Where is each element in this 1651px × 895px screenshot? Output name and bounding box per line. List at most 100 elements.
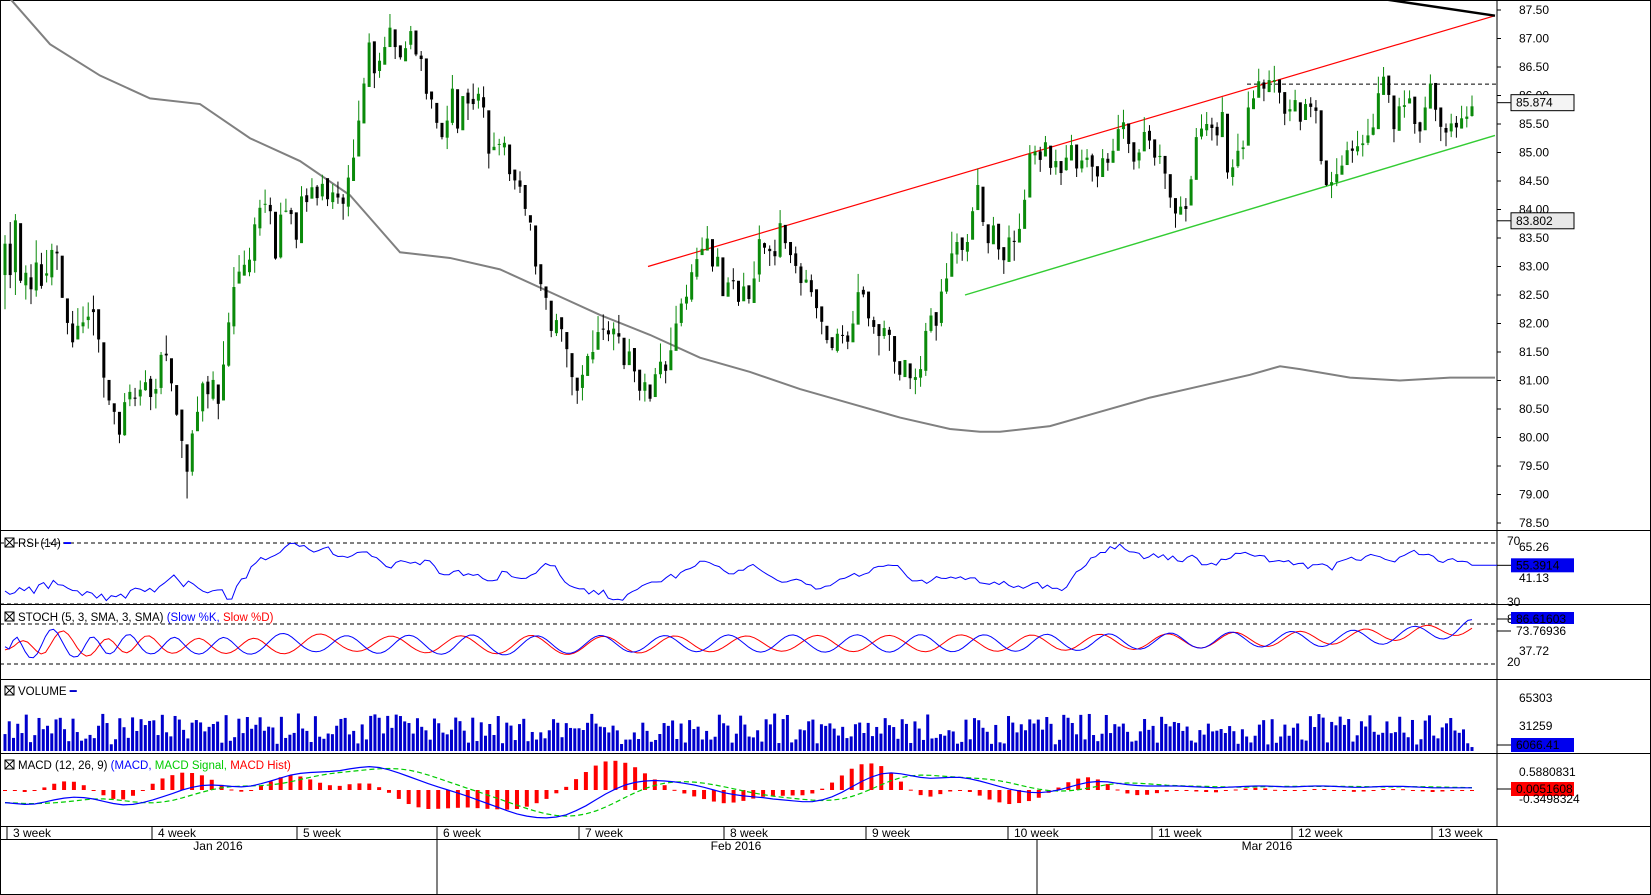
- candle: [107, 379, 111, 406]
- candle-body: [414, 30, 418, 55]
- candle: [815, 289, 819, 319]
- volume-bar: [836, 735, 840, 751]
- volume-bar: [700, 739, 704, 751]
- volume-bar: [148, 720, 152, 751]
- volume-bar: [1393, 732, 1397, 751]
- candle-body: [1428, 83, 1432, 109]
- volume-bar: [1313, 727, 1317, 751]
- candle: [1220, 97, 1224, 138]
- candle-body: [232, 287, 236, 327]
- candle: [138, 380, 142, 406]
- candle: [716, 248, 720, 267]
- close-box-icon[interactable]: [4, 537, 15, 548]
- macd-hist-bar: [1361, 790, 1366, 792]
- candle-body: [310, 187, 314, 199]
- candle: [424, 58, 428, 100]
- volume-bar: [641, 722, 645, 751]
- macd-hist-bar: [71, 781, 76, 790]
- candle-body: [175, 385, 179, 415]
- candle: [1376, 76, 1380, 130]
- candle: [409, 25, 413, 50]
- macd-axis-label-low: -0.3498324: [1519, 792, 1580, 806]
- volume-bar: [666, 725, 670, 751]
- candle: [544, 286, 548, 310]
- candle: [435, 102, 439, 129]
- candle: [1116, 114, 1120, 151]
- candle-body: [435, 102, 439, 123]
- candle: [3, 235, 7, 310]
- candle-body: [742, 286, 746, 302]
- macd-hist-bar: [564, 786, 569, 790]
- candle-body: [19, 223, 23, 281]
- candle-body: [1319, 110, 1323, 162]
- candle: [757, 225, 761, 282]
- macd-hist-bar: [347, 784, 352, 790]
- candle: [248, 247, 251, 277]
- volume-bar: [615, 730, 619, 751]
- candle-body: [143, 382, 147, 391]
- macd-hist-bar: [1204, 790, 1209, 792]
- macd-hist-bar: [1282, 790, 1287, 791]
- candle-body: [1002, 247, 1006, 261]
- candle: [570, 353, 574, 396]
- candle: [664, 361, 668, 384]
- close-box-icon[interactable]: [4, 611, 15, 622]
- macd-hist-bar: [544, 790, 549, 799]
- candle: [622, 337, 626, 370]
- candle-body: [502, 142, 506, 148]
- volume-bar: [1019, 724, 1023, 751]
- macd-hist-bar: [298, 776, 303, 790]
- candle-body: [939, 291, 943, 323]
- candle-body: [133, 397, 137, 399]
- volume-bar: [169, 736, 173, 751]
- week-label: 13 week: [1438, 826, 1484, 840]
- close-box-cross: [4, 537, 15, 548]
- candle: [367, 33, 371, 87]
- candle-body: [804, 279, 808, 283]
- candle-body: [887, 329, 891, 335]
- volume-bar: [1147, 729, 1151, 751]
- close-box-icon[interactable]: [4, 759, 15, 770]
- candle: [1210, 117, 1214, 141]
- candle-body: [55, 251, 59, 254]
- candle: [705, 226, 709, 251]
- volume-bar: [1364, 726, 1368, 751]
- macd-hist-bar: [436, 790, 441, 809]
- candle-body: [1173, 198, 1177, 214]
- candle: [1397, 97, 1401, 131]
- macd-hist-bar: [731, 790, 736, 803]
- macd-hist-bar: [967, 790, 972, 792]
- candle: [461, 96, 465, 131]
- volume-bar: [1109, 733, 1113, 751]
- macd-hist-bar: [859, 764, 864, 790]
- volume-bar: [496, 716, 500, 751]
- candle: [1153, 139, 1157, 166]
- candle-body: [580, 374, 584, 388]
- volume-bar: [747, 736, 751, 751]
- candle: [471, 83, 475, 110]
- candle-body: [721, 257, 725, 297]
- close-box-icon[interactable]: [4, 685, 15, 696]
- volume-bar: [347, 734, 351, 751]
- candle: [404, 41, 408, 62]
- macd-hist-bar: [682, 790, 687, 794]
- candle: [71, 310, 75, 348]
- candle-body: [809, 280, 813, 293]
- macd-title: MACD (12, 26, 9) (MACD, MACD Signal, MAC…: [18, 760, 291, 772]
- candle-body: [367, 42, 371, 87]
- macd-hist-bar: [367, 783, 372, 790]
- volume-bar: [790, 742, 794, 751]
- candle-body: [960, 237, 964, 250]
- candle-body: [227, 322, 231, 366]
- stoch-d-line: [4, 624, 1473, 657]
- stoch-d-value-text: 73.76936: [1516, 624, 1566, 638]
- candle-body: [539, 264, 543, 285]
- rsi-line: [4, 542, 1473, 602]
- macd-panel: MACD (12, 26, 9) (MACD, MACD Signal, MAC…: [3, 759, 1580, 819]
- volume-bar: [1287, 735, 1291, 751]
- volume-bar: [1304, 740, 1308, 751]
- candle: [586, 353, 590, 376]
- candle: [76, 308, 80, 340]
- candle-body: [971, 211, 975, 240]
- volume-bar: [152, 720, 156, 751]
